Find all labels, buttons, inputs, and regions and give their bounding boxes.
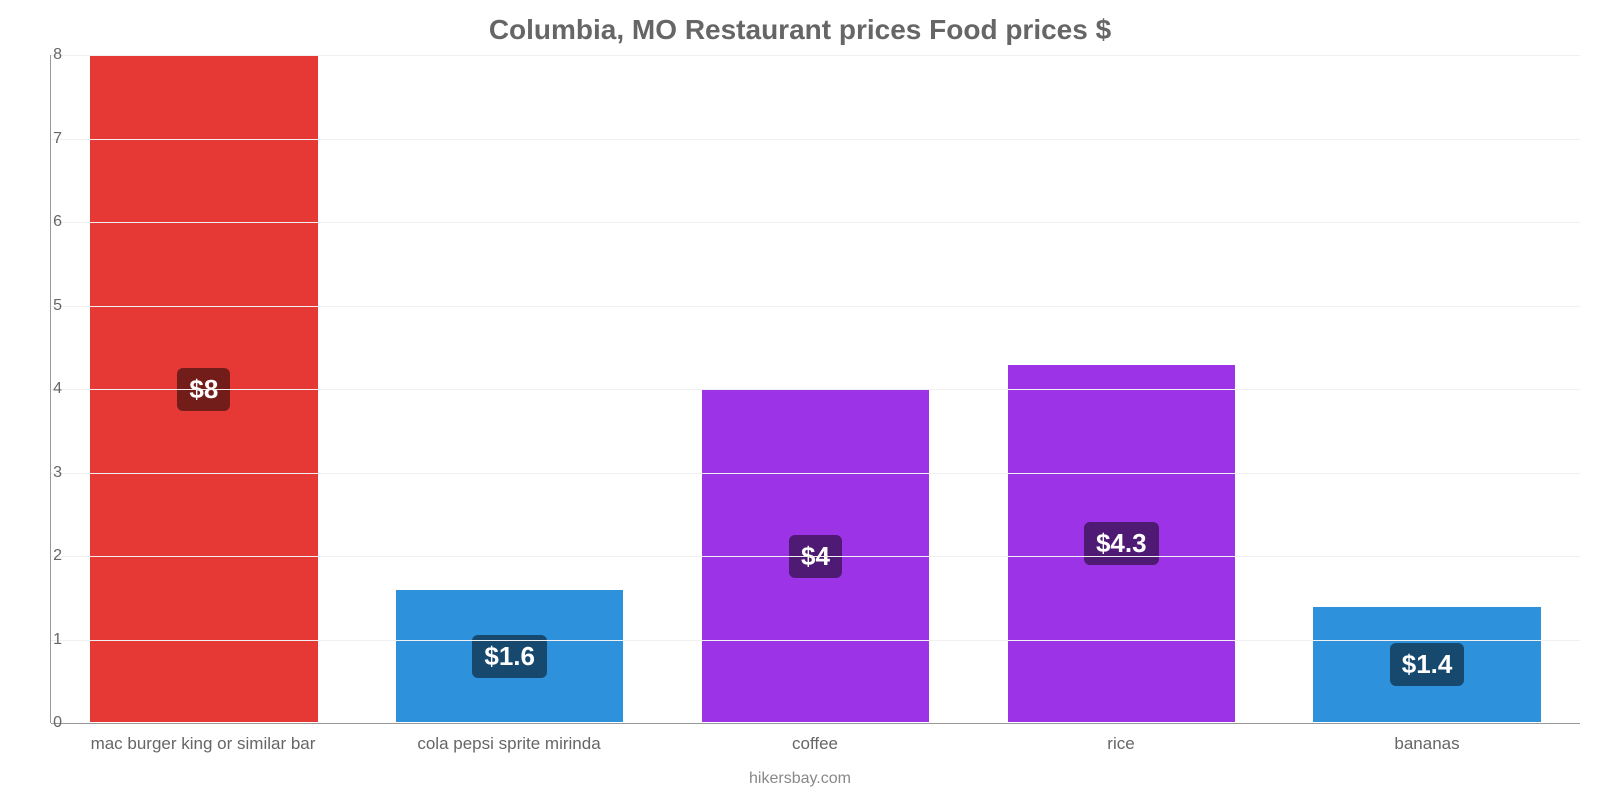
bar: $4.3 — [1007, 364, 1236, 723]
attribution-text: hikersbay.com — [0, 770, 1600, 788]
x-tick-label: bananas — [1274, 728, 1580, 754]
x-tick-label: cola pepsi sprite mirinda — [356, 728, 662, 754]
bar-value-label: $1.4 — [1390, 643, 1465, 686]
gridline — [51, 306, 1580, 307]
y-tick-label: 4 — [22, 380, 62, 398]
plot-area: $8$1.6$4$4.3$1.4 — [50, 55, 1580, 723]
gridline — [51, 556, 1580, 557]
y-tick-label: 2 — [22, 547, 62, 565]
chart-title: Columbia, MO Restaurant prices Food pric… — [0, 14, 1600, 46]
y-tick-label: 3 — [22, 464, 62, 482]
x-axis-line — [51, 723, 1580, 724]
gridline — [51, 139, 1580, 140]
y-tick-label: 5 — [22, 297, 62, 315]
x-tick-label: rice — [968, 728, 1274, 754]
price-chart: Columbia, MO Restaurant prices Food pric… — [0, 0, 1600, 800]
gridline — [51, 55, 1580, 56]
y-tick-label: 6 — [22, 213, 62, 231]
bar-value-label: $4.3 — [1084, 522, 1159, 565]
gridline — [51, 473, 1580, 474]
x-tick-label: mac burger king or similar bar — [50, 728, 356, 754]
x-axis-labels: mac burger king or similar barcola pepsi… — [50, 728, 1580, 754]
bar: $1.6 — [395, 589, 624, 723]
y-tick-label: 0 — [22, 714, 62, 732]
x-tick-label: coffee — [662, 728, 968, 754]
y-tick-label: 8 — [22, 46, 62, 64]
gridline — [51, 389, 1580, 390]
y-tick-label: 7 — [22, 130, 62, 148]
bar: $1.4 — [1312, 606, 1541, 723]
y-tick-label: 1 — [22, 631, 62, 649]
bar-value-label: $1.6 — [472, 635, 547, 678]
gridline — [51, 222, 1580, 223]
gridline — [51, 640, 1580, 641]
